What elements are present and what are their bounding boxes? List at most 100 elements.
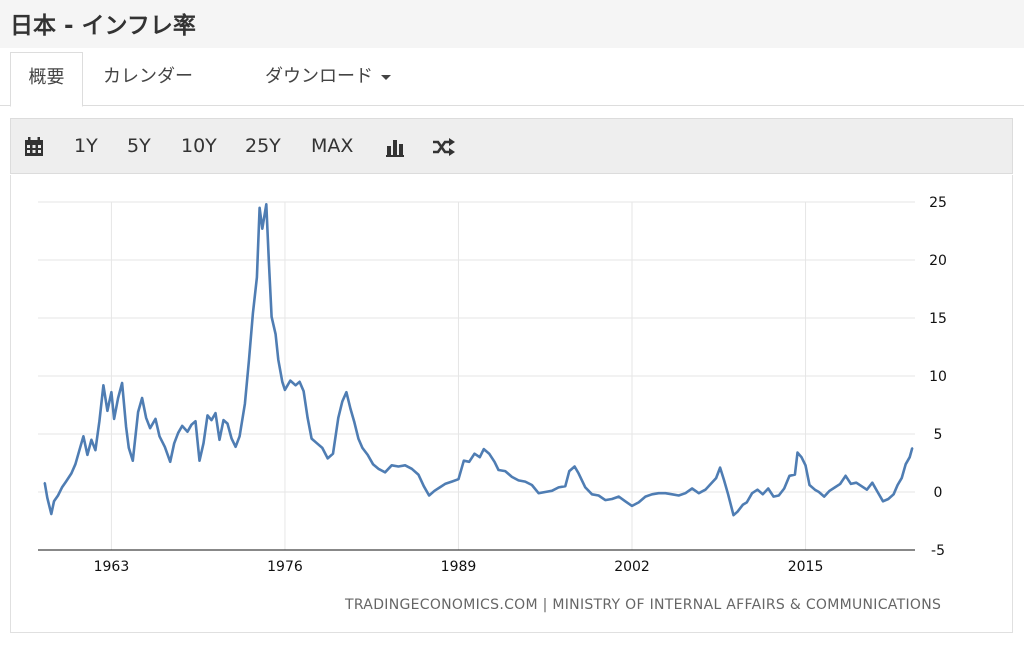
data-point — [664, 492, 667, 495]
data-point — [397, 465, 400, 468]
data-point — [511, 476, 513, 478]
data-point — [887, 498, 890, 500]
data-point — [624, 500, 627, 503]
y-tick-label: 0 — [934, 485, 943, 501]
data-point — [98, 420, 101, 423]
data-point — [258, 207, 261, 209]
range-max-button[interactable]: MAX — [311, 135, 354, 157]
data-point — [125, 426, 127, 428]
data-point — [892, 493, 895, 496]
data-point — [896, 484, 899, 486]
y-tick-label: -5 — [931, 543, 945, 559]
data-point — [384, 471, 386, 474]
data-point — [261, 227, 264, 230]
data-point — [677, 494, 680, 497]
data-point — [57, 494, 59, 497]
calendar-icon[interactable] — [24, 119, 44, 173]
x-tick-label: 1963 — [94, 559, 130, 575]
data-point — [800, 456, 803, 459]
data-point — [74, 463, 77, 466]
data-point — [252, 312, 254, 315]
data-point — [321, 447, 324, 449]
tab-download[interactable]: ダウンロード — [265, 48, 391, 106]
shuffle-icon[interactable] — [432, 119, 456, 173]
tab-overview[interactable]: 概要 — [10, 52, 83, 107]
data-point — [900, 477, 903, 479]
range-25y-button[interactable]: 25Y — [245, 135, 281, 157]
data-point — [751, 492, 753, 495]
data-point — [537, 492, 540, 495]
data-point — [850, 483, 852, 485]
data-point — [497, 469, 500, 471]
data-point — [756, 488, 759, 491]
data-point — [591, 493, 593, 496]
data-point — [468, 461, 471, 463]
data-point — [411, 468, 413, 470]
bar-chart-icon[interactable] — [385, 119, 405, 173]
series-line-inflation — [43, 203, 914, 517]
data-point — [234, 446, 237, 448]
data-point — [644, 495, 647, 498]
data-point — [218, 439, 221, 441]
data-point — [704, 488, 707, 491]
data-point — [341, 400, 344, 403]
data-point — [871, 481, 874, 484]
data-point — [611, 498, 613, 500]
x-tick-label: 2015 — [788, 559, 824, 575]
y-tick-label: 15 — [929, 311, 947, 327]
x-tick-label: 1976 — [267, 559, 303, 575]
data-point — [345, 391, 348, 394]
data-point — [839, 483, 841, 485]
data-point — [762, 493, 764, 496]
data-point — [564, 485, 567, 488]
data-point — [551, 490, 553, 492]
data-point — [141, 397, 143, 399]
data-point — [804, 464, 807, 467]
data-point — [206, 414, 209, 417]
data-point — [154, 418, 157, 420]
data-point — [270, 316, 273, 318]
data-point — [866, 488, 868, 491]
chart-toolbar: 1Y 5Y 10Y 25Y MAX — [10, 118, 1013, 174]
data-point — [164, 446, 166, 448]
range-10y-button[interactable]: 10Y — [181, 135, 217, 157]
data-point — [94, 449, 97, 452]
data-point — [671, 493, 673, 496]
data-point — [577, 472, 580, 475]
range-5y-button[interactable]: 5Y — [127, 135, 151, 157]
data-point — [268, 261, 270, 264]
data-point — [517, 479, 520, 482]
data-point — [70, 472, 73, 475]
data-point — [828, 490, 831, 492]
data-point — [357, 437, 360, 440]
x-tick-label: 2002 — [614, 559, 650, 575]
data-point — [814, 488, 816, 491]
data-point — [463, 459, 465, 462]
data-point — [493, 461, 496, 463]
data-point — [284, 389, 286, 391]
data-point — [353, 421, 356, 424]
data-point — [684, 492, 687, 495]
data-point — [772, 495, 775, 498]
tab-calendar[interactable]: カレンダー — [103, 66, 193, 87]
data-point — [361, 447, 364, 449]
data-point — [788, 475, 791, 477]
range-1y-button[interactable]: 1Y — [74, 135, 98, 157]
data-point — [294, 384, 297, 387]
data-point — [265, 203, 268, 206]
data-point — [117, 397, 119, 399]
data-point — [428, 494, 430, 497]
data-point — [78, 449, 81, 452]
data-point — [742, 504, 744, 506]
data-point — [198, 459, 201, 462]
data-point — [796, 451, 799, 454]
data-point — [876, 491, 879, 493]
data-point — [823, 495, 825, 498]
data-point — [736, 510, 739, 513]
data-point — [834, 486, 836, 489]
data-point — [417, 473, 420, 476]
data-point — [181, 425, 183, 427]
data-point — [289, 379, 292, 382]
data-point — [326, 457, 329, 460]
